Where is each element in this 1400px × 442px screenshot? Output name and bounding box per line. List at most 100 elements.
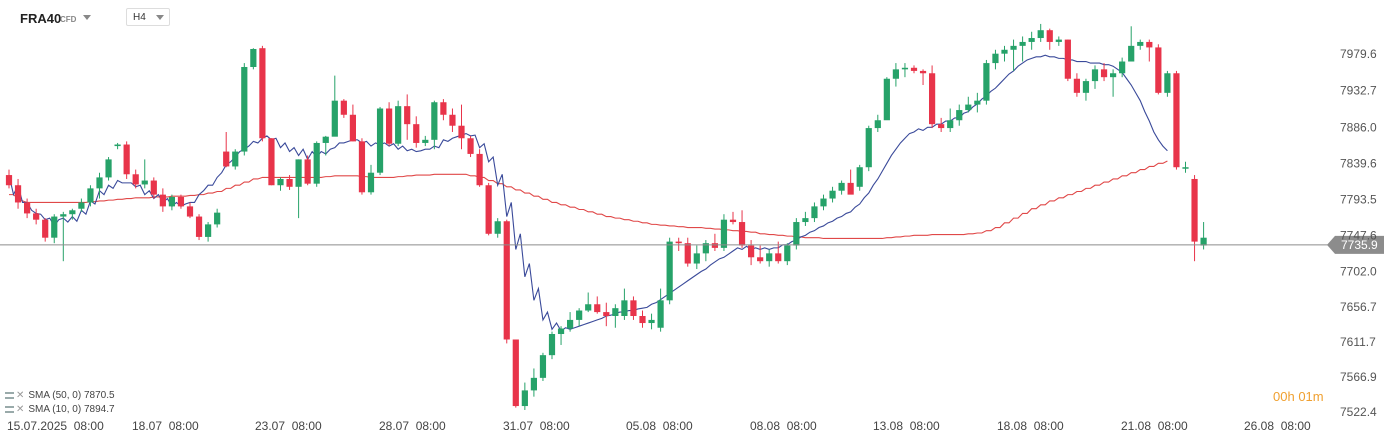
candle-body (259, 48, 266, 139)
candle-body (838, 182, 845, 191)
candle-body (431, 102, 438, 140)
candle-body (1091, 69, 1099, 82)
candle-body (78, 202, 85, 209)
symbol-name[interactable]: FRA40 (20, 11, 62, 26)
candle-body (286, 178, 293, 187)
candle-body (693, 253, 700, 264)
candle-body (132, 174, 139, 185)
candle-body (1182, 167, 1189, 169)
candle-body (358, 141, 366, 193)
candle-body (1037, 30, 1044, 39)
timeframe-value: H4 (133, 12, 146, 23)
current-price-line: 7735.9 (0, 235, 1384, 254)
sma50-path (9, 160, 1168, 240)
indicator-settings-icon[interactable] (5, 405, 14, 413)
candle-body (974, 100, 981, 105)
candle-body (919, 70, 927, 74)
indicator-legend-sma10: ✕ SMA (10, 0) 7894.7 (5, 404, 115, 415)
candle-body (386, 108, 393, 144)
candle-body (775, 253, 782, 262)
candle-body (250, 48, 257, 67)
candle-body (1064, 39, 1071, 79)
price-tick-label: 7566.9 (1340, 370, 1377, 384)
candle-body (929, 73, 936, 125)
candle-body (684, 243, 691, 264)
price-tick-label: 7932.7 (1340, 84, 1377, 98)
time-tick-label: 26.08 08:00 (1244, 419, 1311, 433)
candle-body (24, 202, 31, 214)
candle-body (847, 182, 854, 195)
time-tick-label: 18.08 08:00 (997, 419, 1064, 433)
time-tick-label: 21.08 08:00 (1121, 419, 1188, 433)
candle-body (557, 328, 565, 335)
candle-body (304, 159, 311, 184)
candle-body (33, 213, 40, 220)
candle-body (1073, 78, 1080, 93)
indicator-settings-icon[interactable] (5, 391, 14, 399)
candle-body (268, 138, 275, 186)
sma10-line (8, 54, 1168, 332)
candle-body (738, 222, 746, 246)
time-axis[interactable]: 15.07.2025 08:00 18.07 08:00 23.07 08:00 28… (7, 419, 1311, 433)
candle-body (892, 69, 899, 79)
candle-body (476, 153, 483, 186)
time-tick-label: 23.07 08:00 (255, 419, 322, 433)
candle-body (675, 241, 682, 244)
time-tick-label: 13.08 08:00 (873, 419, 940, 433)
price-tick-label: 7747.6 (1340, 229, 1377, 243)
candle-body (530, 377, 537, 391)
candle-body (404, 106, 411, 125)
candle-body (223, 151, 230, 167)
close-icon[interactable]: ✕ (16, 390, 25, 401)
candle-body (594, 304, 601, 313)
candle-body (539, 355, 547, 378)
candle-body (648, 319, 655, 324)
candle-body (313, 142, 320, 184)
candle-body (1046, 30, 1053, 42)
candle-body (802, 218, 809, 223)
price-axis[interactable]: 7979.6 7932.7 7886.0 7839.6 7793.5 7747.6 7702… (1340, 47, 1377, 419)
indicator-legend-sma50: ✕ SMA (50, 0) 7870.5 (5, 390, 115, 401)
candle-body (195, 216, 203, 237)
indicator-label: SMA (50, 0) (28, 390, 82, 401)
candle-body (123, 144, 130, 175)
candle-body (576, 310, 583, 320)
candle-body (494, 221, 501, 234)
candle-body (5, 175, 13, 186)
candle-body (630, 300, 637, 317)
candle-body (1146, 41, 1153, 48)
candle-body (159, 194, 166, 207)
candle-body (105, 159, 112, 178)
candle-body (87, 188, 94, 203)
candle-body (177, 196, 185, 207)
candle-body (1019, 41, 1026, 46)
candle-body (1191, 178, 1198, 242)
candle-body (938, 124, 945, 129)
indicator-value: 7894.7 (83, 404, 115, 415)
price-tick-label: 7656.7 (1340, 300, 1377, 314)
candle-body (910, 67, 918, 71)
candle-body (729, 219, 737, 223)
countdown-hours: 00h (1273, 389, 1295, 404)
candle-body (232, 151, 239, 167)
candle-body (277, 178, 284, 186)
timeframe-select[interactable]: H4 (126, 8, 170, 26)
time-tick-label: 18.07 08:00 (132, 419, 199, 433)
candle-body (1200, 237, 1207, 246)
candle-body (168, 196, 175, 207)
candle-body (956, 110, 963, 121)
candle-body (883, 78, 890, 121)
candle-body (96, 177, 103, 189)
symbol-dropdown-chevron-icon[interactable] (83, 15, 91, 20)
candle-body (1173, 73, 1180, 168)
close-icon[interactable]: ✕ (16, 404, 25, 415)
candle-body (965, 104, 972, 111)
candle-body (992, 53, 999, 64)
time-tick-label: 15.07.2025 08:00 (7, 419, 104, 433)
candle-body (829, 190, 836, 199)
symbol-type-label: CFD (60, 15, 77, 24)
candle-body (60, 214, 67, 217)
candle-body (512, 339, 519, 407)
candle-body (820, 198, 827, 207)
